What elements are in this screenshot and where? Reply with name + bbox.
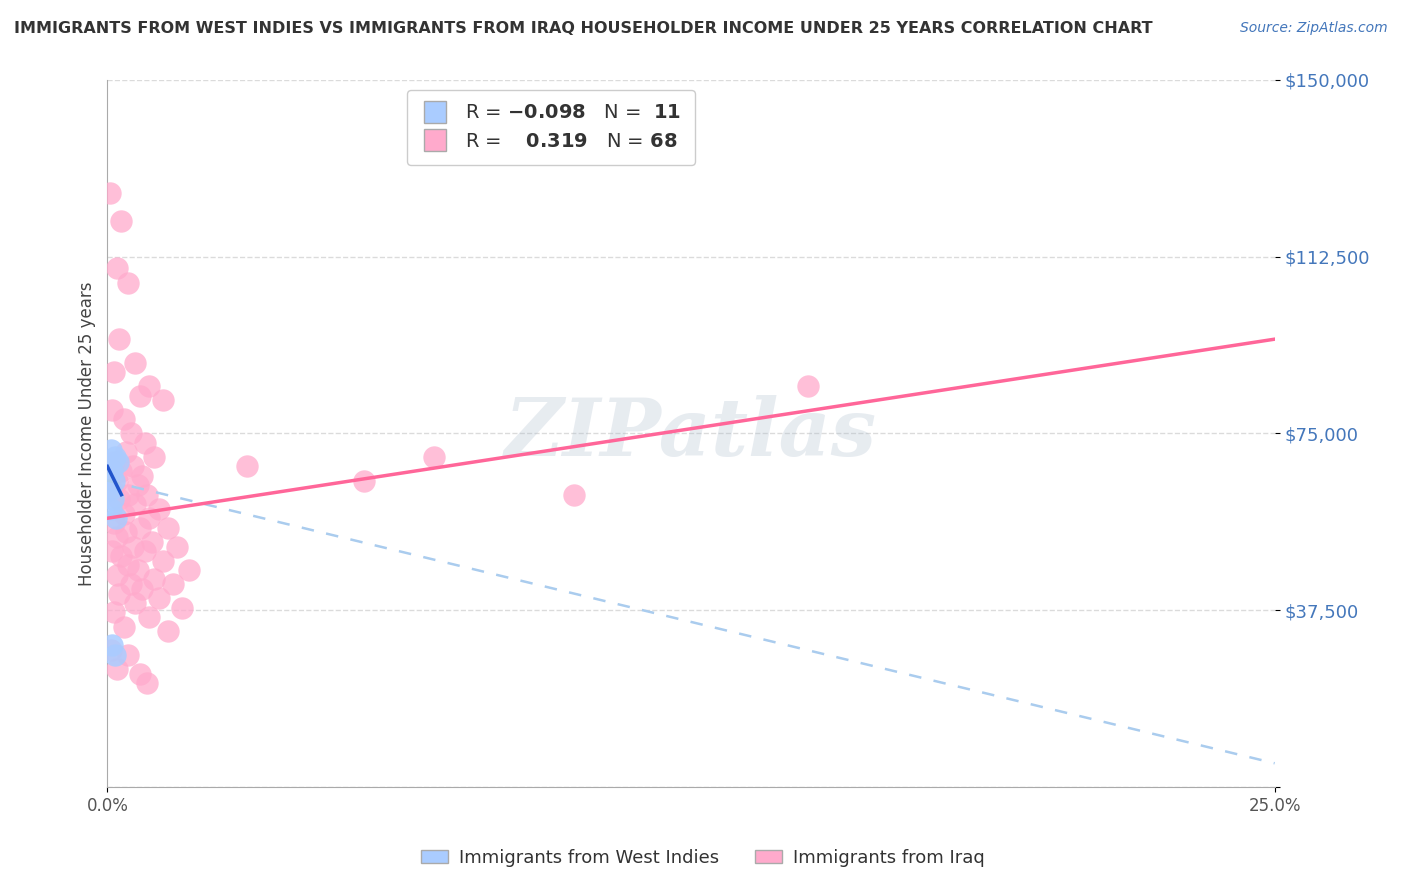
Point <box>129 389 152 403</box>
Point <box>112 619 135 633</box>
Point <box>172 600 194 615</box>
Point <box>120 577 142 591</box>
Point <box>107 455 129 469</box>
Point <box>115 445 138 459</box>
Point <box>166 540 188 554</box>
Point <box>143 573 166 587</box>
Point <box>127 563 149 577</box>
Point <box>103 365 125 379</box>
Point <box>131 468 153 483</box>
Point <box>105 567 128 582</box>
Point <box>134 435 156 450</box>
Point <box>423 450 446 464</box>
Point <box>797 379 820 393</box>
Point <box>236 459 259 474</box>
Point <box>105 474 128 488</box>
Point <box>100 501 122 516</box>
Point <box>100 643 122 657</box>
Point <box>148 501 170 516</box>
Point <box>103 474 125 488</box>
Point <box>157 521 180 535</box>
Point <box>141 534 163 549</box>
Point <box>562 488 585 502</box>
Point <box>353 474 375 488</box>
Point <box>148 591 170 606</box>
Text: IMMIGRANTS FROM WEST INDIES VS IMMIGRANTS FROM IRAQ HOUSEHOLDER INCOME UNDER 25 : IMMIGRANTS FROM WEST INDIES VS IMMIGRANT… <box>14 21 1153 36</box>
Point <box>104 450 127 464</box>
Point <box>98 186 121 200</box>
Point <box>112 412 135 426</box>
Point <box>120 426 142 441</box>
Point <box>112 507 135 521</box>
Point <box>162 577 184 591</box>
Point <box>110 549 132 563</box>
Point <box>138 379 160 393</box>
Point <box>143 450 166 464</box>
Point <box>117 648 139 662</box>
Point <box>101 544 124 558</box>
Point <box>122 459 145 474</box>
Point <box>117 488 139 502</box>
Text: ZIPatlas: ZIPatlas <box>505 394 877 472</box>
Point <box>129 521 152 535</box>
Text: Source: ZipAtlas.com: Source: ZipAtlas.com <box>1240 21 1388 35</box>
Point <box>124 356 146 370</box>
Point <box>103 455 125 469</box>
Point <box>110 464 132 478</box>
Point <box>108 492 131 507</box>
Point <box>98 483 121 497</box>
Point <box>105 261 128 276</box>
Point <box>103 516 125 530</box>
Point <box>131 582 153 596</box>
Point <box>108 587 131 601</box>
Point <box>129 666 152 681</box>
Point <box>104 648 127 662</box>
Point <box>136 676 159 690</box>
Point <box>104 511 127 525</box>
Point <box>124 497 146 511</box>
Point <box>117 558 139 573</box>
Point <box>138 511 160 525</box>
Point <box>110 214 132 228</box>
Point <box>101 464 124 478</box>
Legend: R = $\mathbf{-0.098}$   N =  $\mathbf{11}$, R =    $\mathbf{0.319}$   N = $\math: R = $\mathbf{-0.098}$ N = $\mathbf{11}$,… <box>406 90 695 165</box>
Point <box>101 492 124 507</box>
Point <box>152 554 174 568</box>
Point <box>157 624 180 639</box>
Legend: Immigrants from West Indies, Immigrants from Iraq: Immigrants from West Indies, Immigrants … <box>413 842 993 874</box>
Point <box>101 483 124 497</box>
Point <box>124 596 146 610</box>
Point <box>127 478 149 492</box>
Y-axis label: Householder Income Under 25 years: Householder Income Under 25 years <box>79 281 96 586</box>
Point <box>134 544 156 558</box>
Point <box>122 540 145 554</box>
Point <box>117 276 139 290</box>
Point <box>103 606 125 620</box>
Point <box>101 402 124 417</box>
Point <box>177 563 200 577</box>
Point <box>136 488 159 502</box>
Point <box>105 662 128 676</box>
Point <box>105 530 128 544</box>
Point <box>115 525 138 540</box>
Point <box>108 332 131 346</box>
Point <box>138 610 160 624</box>
Point <box>100 442 122 457</box>
Point <box>152 393 174 408</box>
Point <box>101 639 124 653</box>
